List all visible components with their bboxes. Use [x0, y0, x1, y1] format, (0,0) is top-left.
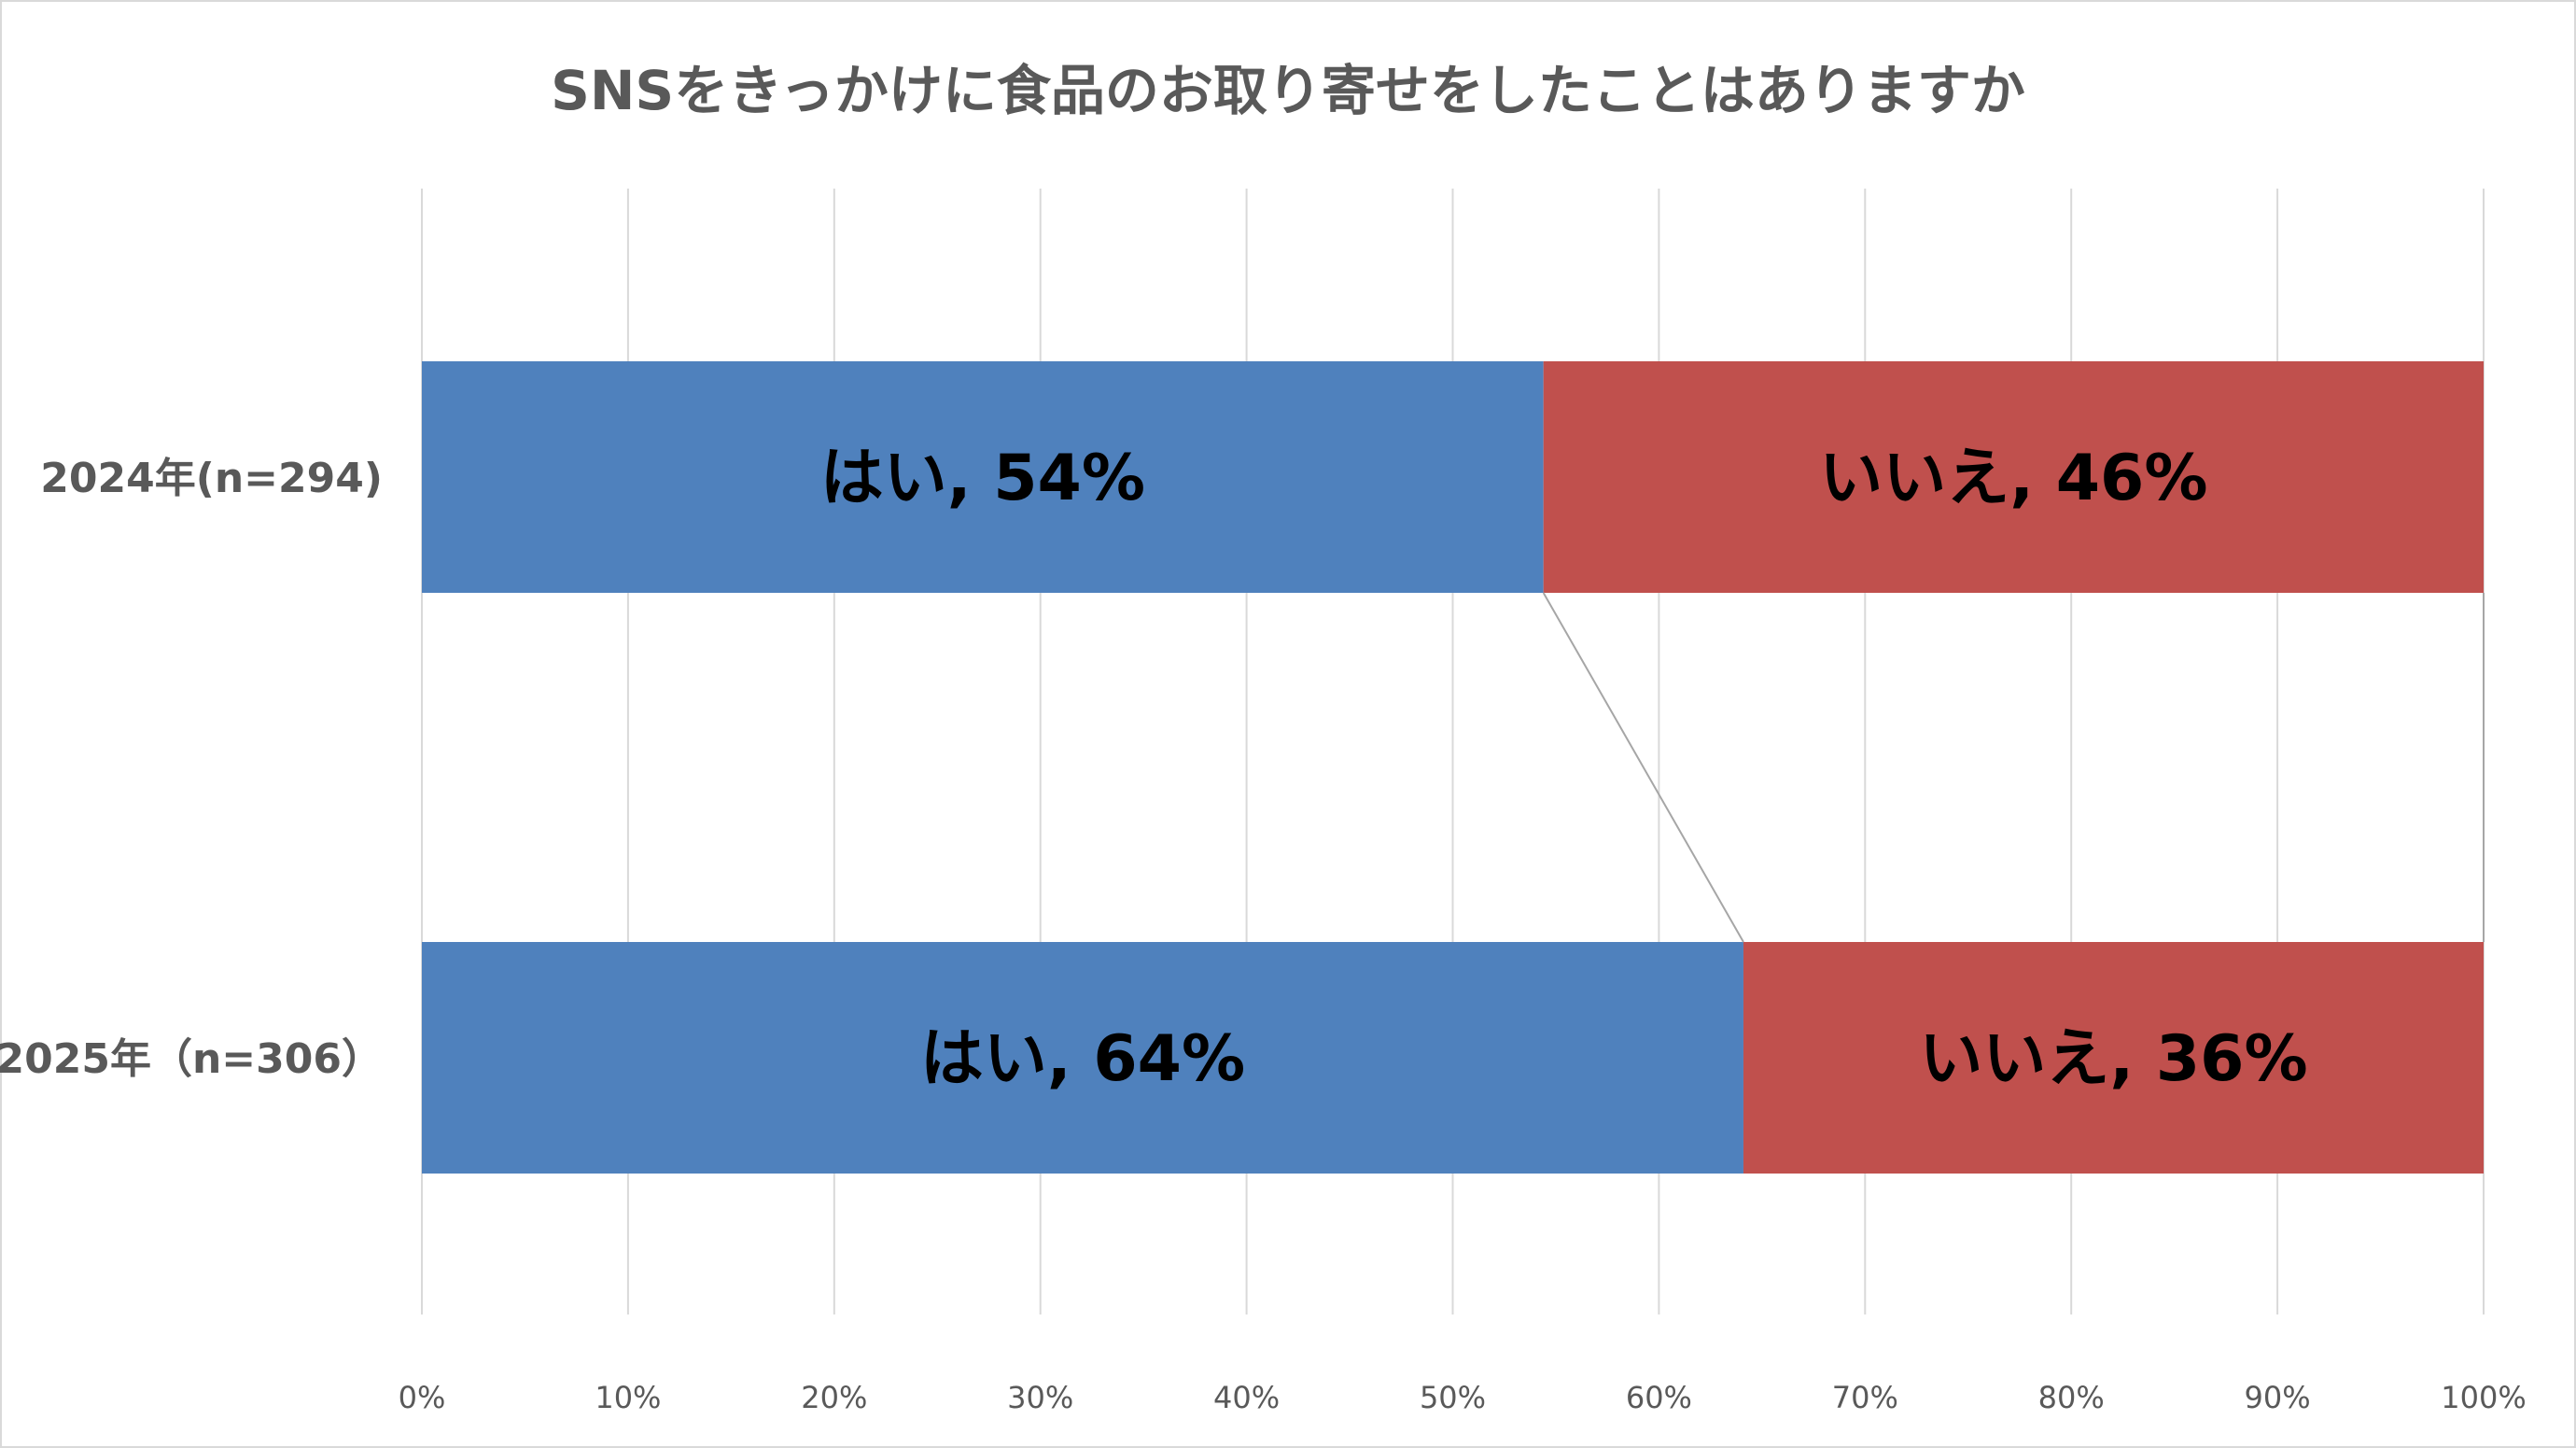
- category-label: 2024年(n=294): [40, 455, 383, 502]
- series-line: [1542, 592, 1744, 943]
- x-tick-label: 10%: [595, 1380, 661, 1415]
- x-tick-label: 40%: [1213, 1380, 1280, 1415]
- x-tick-label: 0%: [399, 1380, 446, 1415]
- x-tick-label: 50%: [1420, 1380, 1486, 1415]
- x-tick-label: 20%: [801, 1380, 867, 1415]
- bar-segment: [422, 942, 1743, 1174]
- data-label: いいえ, 36%: [1919, 1022, 2307, 1096]
- x-tick-label: 30%: [1007, 1380, 1073, 1415]
- x-tick-label: 90%: [2245, 1380, 2311, 1415]
- x-tick-label: 80%: [2038, 1380, 2105, 1415]
- x-tick-label: 70%: [1832, 1380, 1898, 1415]
- data-label: いいえ, 46%: [1819, 442, 2207, 515]
- data-label: はい, 64%: [920, 1022, 1245, 1096]
- x-tick-label: 100%: [2441, 1380, 2526, 1415]
- data-label: はい, 54%: [820, 442, 1145, 515]
- bar-segment: [422, 361, 1544, 593]
- bar-segment: [1743, 942, 2484, 1174]
- category-label: 2025年（n=306）: [0, 1035, 383, 1083]
- x-tick-label: 60%: [1626, 1380, 1692, 1415]
- bar-segment: [1543, 361, 2484, 593]
- chart-title: SNSをきっかけに食品のお取り寄せをしたことはありますか: [551, 59, 2025, 122]
